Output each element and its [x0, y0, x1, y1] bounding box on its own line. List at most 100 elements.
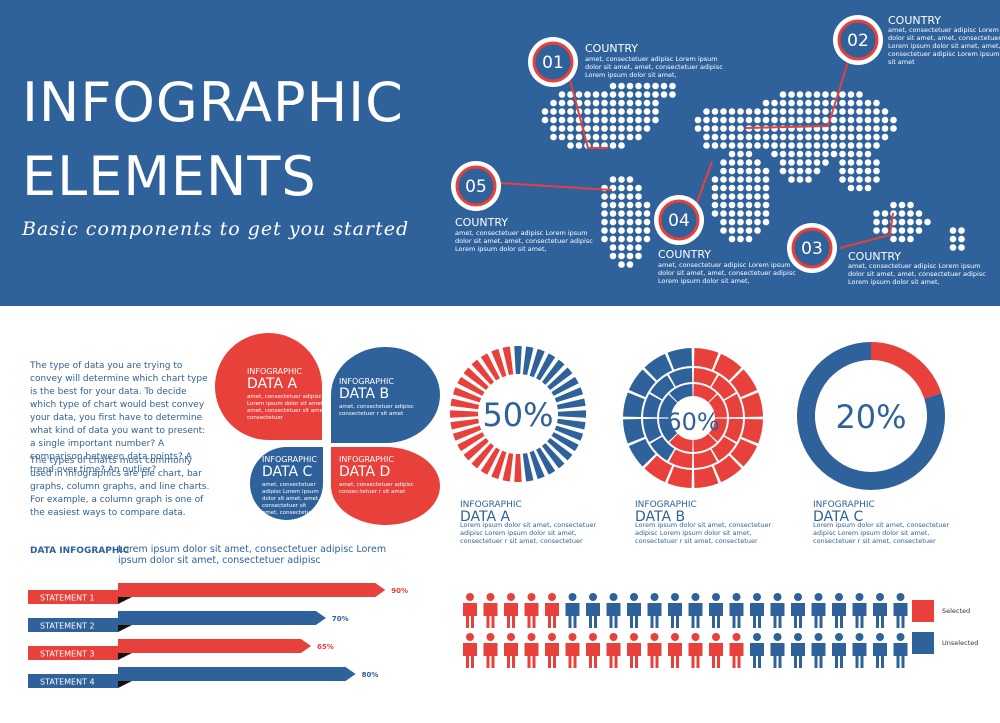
map-dot [864, 176, 872, 183]
person [668, 593, 682, 628]
map-dot [864, 133, 872, 141]
statement-fold [118, 681, 132, 688]
map-dot [805, 167, 812, 175]
gauge-segment [708, 394, 727, 418]
map-dot [635, 91, 642, 98]
map-dot [592, 116, 600, 124]
map-dot [822, 133, 829, 141]
petal [331, 347, 440, 443]
gauge-spoke [556, 418, 586, 430]
map-dot [635, 235, 642, 243]
map-dot [652, 116, 659, 124]
intro-text: The types of charts most commonly used i… [30, 456, 210, 518]
person-body [729, 603, 744, 628]
map-dot [805, 116, 812, 124]
pin-label: COUNTRY [658, 248, 711, 261]
map-dot [813, 167, 821, 175]
map-dot [737, 176, 744, 183]
person-body [688, 643, 703, 668]
map-dot [839, 133, 846, 141]
gauge-value [871, 342, 942, 399]
person-body [893, 643, 908, 668]
person-head [794, 593, 802, 601]
map-dot [626, 201, 634, 209]
map-dot [873, 133, 880, 141]
person-head [732, 633, 741, 641]
map-dot [609, 210, 617, 217]
map-dot [609, 218, 617, 226]
person [729, 593, 744, 628]
map-dot [567, 142, 574, 149]
gauge-spoke [450, 410, 479, 418]
map-dot [822, 91, 829, 98]
pin-number: 05 [465, 177, 487, 197]
map-dot [949, 244, 957, 251]
map-dot [813, 99, 821, 107]
map-dot [720, 125, 727, 132]
petal-title: INFOGRAPHIC [339, 455, 394, 464]
map-dot [873, 125, 880, 132]
section-title: DATA INFOGRAPHIC [30, 546, 130, 556]
map-dot [609, 201, 617, 209]
map-dot [609, 227, 617, 234]
person [524, 633, 539, 668]
map-dot [762, 218, 770, 226]
person-head [548, 633, 556, 641]
map-dot [745, 133, 753, 141]
gauge-segment [669, 433, 693, 452]
gauge-segment [628, 438, 656, 467]
statement-fold [118, 625, 132, 632]
person-body [565, 643, 580, 668]
person-body [545, 643, 559, 668]
gauge-segment [650, 375, 675, 400]
map-dot [779, 99, 787, 107]
gauge-spoke [536, 353, 556, 381]
person-body [770, 643, 785, 668]
map-dot [762, 108, 770, 115]
map-dot [788, 133, 795, 141]
map-dot [592, 99, 600, 107]
map-dot [601, 235, 608, 243]
gauge-segment [713, 455, 742, 483]
map-dot [643, 116, 651, 124]
map-dot [609, 244, 617, 251]
map-dot [762, 176, 770, 183]
map-dot [592, 125, 600, 132]
map-dot [558, 133, 566, 141]
map-dot [609, 235, 617, 243]
map-dot [788, 150, 795, 158]
person-body [750, 643, 764, 668]
person-head [712, 633, 720, 641]
map-dot [635, 116, 642, 124]
map-dot [618, 82, 625, 90]
gauge-title: INFOGRAPHIC [460, 500, 522, 510]
person-head [630, 633, 638, 641]
person-head [486, 633, 495, 641]
map-dot [592, 91, 600, 98]
map-dot [737, 150, 744, 158]
map-dot [864, 184, 872, 192]
map-dot [567, 91, 574, 98]
person-body [524, 603, 539, 628]
person [524, 593, 539, 628]
map-dot [847, 99, 855, 107]
gauge-spoke [457, 376, 485, 396]
gauge-spoke [547, 437, 573, 461]
map-dot [762, 193, 770, 200]
gauge-segment [711, 375, 736, 400]
map-dot [711, 116, 719, 124]
map-dot [643, 235, 651, 243]
map-dot [745, 235, 753, 243]
person [729, 633, 744, 668]
map-dot [839, 167, 846, 175]
gauge-spoke [480, 447, 500, 475]
person [688, 633, 703, 668]
map-dot [737, 235, 744, 243]
map-dot [745, 210, 753, 217]
gauge-segment [693, 368, 718, 387]
map-dot [626, 210, 634, 217]
person-head [855, 633, 864, 641]
person-head [527, 633, 536, 641]
gauge-segment [730, 438, 758, 467]
gauge-spoke [514, 346, 522, 375]
